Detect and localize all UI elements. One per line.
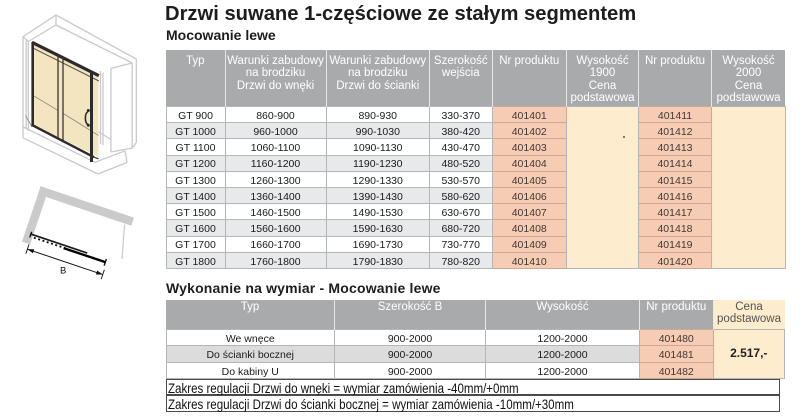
svg-text:B: B [60, 266, 66, 277]
